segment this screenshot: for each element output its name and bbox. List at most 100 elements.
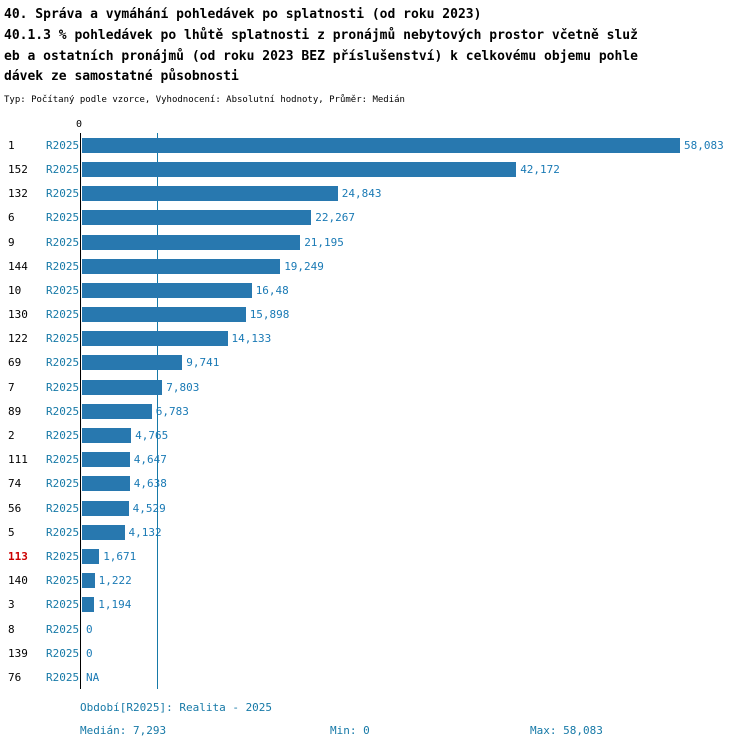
bar-track: 42,172 — [80, 161, 750, 177]
bar[interactable] — [82, 282, 252, 298]
bar[interactable] — [82, 548, 100, 564]
bar[interactable] — [82, 210, 312, 226]
bar-track: 19,249 — [80, 258, 750, 274]
y-axis-line — [80, 133, 81, 690]
bar[interactable] — [82, 524, 125, 540]
axis-zero-label: 0 — [76, 119, 83, 131]
bar[interactable] — [82, 597, 95, 613]
bar-value-label: 0 — [86, 622, 93, 636]
bar-value-label: 4,647 — [133, 453, 167, 467]
bar[interactable] — [82, 234, 301, 250]
bar-value-label: 7,803 — [166, 380, 200, 394]
row-category-label: 56 — [8, 501, 22, 515]
chart-subtitle: 40.1.3 % pohledávek po lhůtě splatnosti … — [4, 27, 638, 85]
bar-row: 56 R2025 4,529 — [0, 496, 750, 520]
bar[interactable] — [82, 258, 281, 274]
bar-track: 4,529 — [80, 500, 750, 516]
row-period-label: R2025 — [46, 501, 80, 515]
bar[interactable] — [82, 500, 129, 516]
bar[interactable] — [82, 307, 246, 323]
row-category-label: 1 — [8, 138, 15, 152]
row-period-label: R2025 — [46, 138, 80, 152]
bar-value-label: 14,133 — [231, 332, 272, 346]
row-period-label: R2025 — [46, 574, 80, 588]
bar-value-label: 58,083 — [684, 138, 724, 152]
bar-chart-plot: 1 R2025 58,083 152 R2025 42,172 132 R202… — [0, 133, 750, 693]
bar-track: 0 — [80, 646, 750, 661]
bar-row: 6 R2025 22,267 — [0, 206, 750, 230]
row-period-label: R2025 — [46, 525, 80, 539]
bar-row: 76 R2025 NA — [0, 665, 750, 689]
chart-title: 40. Správa a vymáhání pohledávek po spla… — [4, 7, 482, 22]
row-period-label: R2025 — [46, 404, 80, 418]
row-period-label: R2025 — [46, 235, 80, 249]
footer-median-label: Medián: 7,293 — [80, 724, 167, 738]
bar[interactable] — [82, 452, 130, 468]
bar-value-label: 4,529 — [132, 501, 166, 515]
bar-value-label: 6,783 — [155, 404, 189, 418]
row-category-label: 144 — [8, 259, 28, 273]
row-category-label: 152 — [8, 162, 28, 176]
bar-value-label: 4,765 — [135, 429, 169, 443]
median-line — [157, 133, 159, 690]
bar-row: 113 R2025 1,671 — [0, 544, 750, 568]
bar-row: 5 R2025 4,132 — [0, 520, 750, 544]
row-category-label: 111 — [8, 453, 28, 467]
bar-row: 111 R2025 4,647 — [0, 448, 750, 472]
bar-row: 1 R2025 58,083 — [0, 133, 750, 157]
bar[interactable] — [82, 403, 152, 419]
bar-track: 4,638 — [80, 476, 750, 492]
chart-header: 40. Správa a vymáhání pohledávek po spla… — [0, 0, 750, 105]
bar[interactable] — [82, 186, 338, 202]
bar-value-label: 9,741 — [186, 356, 220, 370]
row-category-label: 113 — [8, 549, 28, 563]
bar-value-label: NA — [86, 670, 100, 684]
row-period-label: R2025 — [46, 453, 80, 467]
bar-row: 7 R2025 7,803 — [0, 375, 750, 399]
bar[interactable] — [82, 355, 183, 371]
bar-track: 1,194 — [80, 597, 750, 613]
bar-track: 24,843 — [80, 186, 750, 202]
bar-value-label: 0 — [86, 646, 93, 660]
row-category-label: 130 — [8, 308, 28, 322]
row-category-label: 132 — [8, 187, 28, 201]
row-period-label: R2025 — [46, 308, 80, 322]
bar[interactable] — [82, 161, 517, 177]
row-period-label: R2025 — [46, 429, 80, 443]
row-period-label: R2025 — [46, 259, 80, 273]
bar-row: 132 R2025 24,843 — [0, 182, 750, 206]
row-period-label: R2025 — [46, 598, 80, 612]
bar-track: 15,898 — [80, 307, 750, 323]
bar[interactable] — [82, 137, 680, 153]
row-category-label: 122 — [8, 332, 28, 346]
bar[interactable] — [82, 331, 228, 347]
bar-value-label: 4,132 — [128, 525, 162, 539]
row-category-label: 140 — [8, 574, 28, 588]
bar[interactable] — [82, 573, 95, 589]
bar-track: NA — [80, 670, 750, 685]
bar-track: 16,48 — [80, 282, 750, 298]
row-period-label: R2025 — [46, 332, 80, 346]
bar-value-label: 15,898 — [249, 308, 290, 322]
bar-row: 144 R2025 19,249 — [0, 254, 750, 278]
bar[interactable] — [82, 476, 130, 492]
bar-track: 21,195 — [80, 234, 750, 250]
chart-footer: Období[R2025]: Realita - 2025 Medián: 7,… — [80, 701, 750, 737]
footer-max-label: Max: 58,083 — [530, 724, 603, 738]
bar-track: 4,132 — [80, 524, 750, 540]
row-category-label: 76 — [8, 670, 22, 684]
bar[interactable] — [82, 379, 163, 395]
bar-value-label: 1,222 — [98, 574, 132, 588]
row-period-label: R2025 — [46, 670, 80, 684]
row-period-label: R2025 — [46, 283, 80, 297]
bar-value-label: 21,195 — [304, 235, 344, 249]
row-category-label: 74 — [8, 477, 22, 491]
row-period-label: R2025 — [46, 211, 80, 225]
row-category-label: 3 — [8, 598, 15, 612]
row-category-label: 8 — [8, 622, 15, 636]
row-period-label: R2025 — [46, 187, 80, 201]
bar-value-label: 24,843 — [341, 187, 382, 201]
bar-value-label: 19,249 — [284, 259, 324, 273]
bar[interactable] — [82, 428, 132, 444]
